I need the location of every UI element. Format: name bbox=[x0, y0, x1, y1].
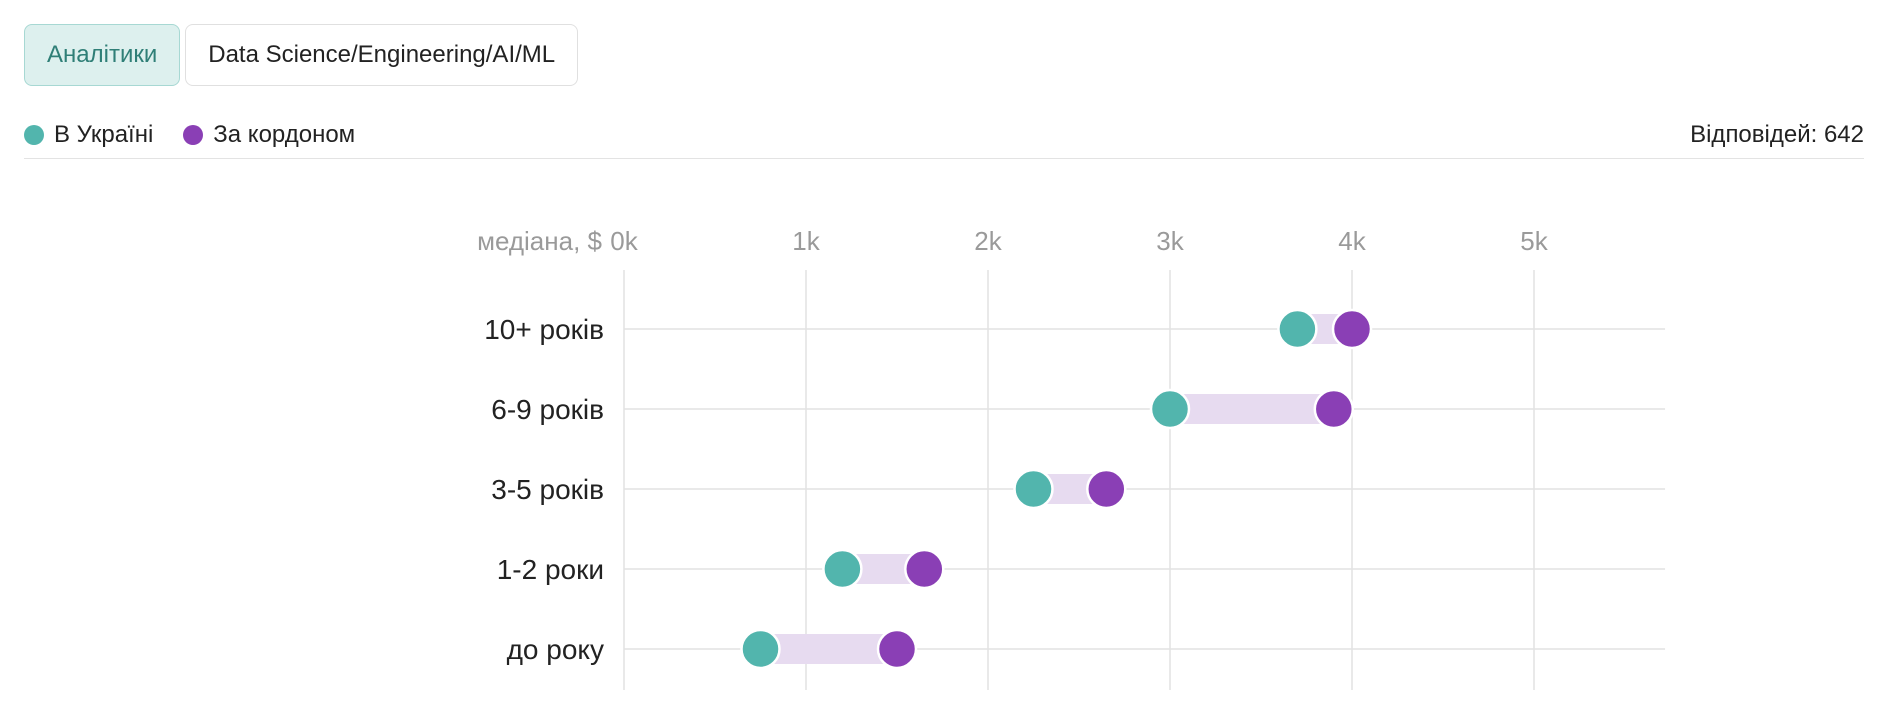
legend-dot-ukraine bbox=[24, 125, 44, 145]
legend-label-abroad: За кордоном bbox=[213, 121, 356, 148]
legend: В Україні За кордоном Відповідей: 642 bbox=[24, 115, 1864, 155]
x-tick-label: 3k bbox=[1156, 226, 1184, 256]
x-tick-label: 4k bbox=[1338, 226, 1366, 256]
point-abroad bbox=[904, 548, 945, 590]
responses-count: Відповідей: 642 bbox=[1690, 121, 1864, 148]
x-tick-label: 2k bbox=[974, 226, 1002, 256]
point-abroad bbox=[876, 628, 918, 670]
point-ukraine bbox=[1149, 388, 1191, 430]
point-ukraine bbox=[1013, 468, 1054, 510]
range-bar bbox=[760, 634, 897, 664]
point-abroad bbox=[1313, 388, 1355, 430]
category-label: 3-5 років bbox=[491, 474, 604, 505]
tab-analytics[interactable]: Аналітики bbox=[24, 24, 181, 86]
tab-bar: Аналітики Data Science/Engineering/AI/ML bbox=[24, 24, 579, 86]
point-abroad bbox=[1331, 308, 1373, 350]
legend-item-abroad[interactable]: За кордоном bbox=[183, 121, 355, 149]
point-ukraine bbox=[740, 628, 781, 670]
x-tick-label: 5k bbox=[1520, 226, 1548, 256]
x-tick-label: 0k bbox=[610, 226, 638, 256]
point-ukraine bbox=[1277, 308, 1318, 350]
category-label: до року bbox=[507, 634, 604, 665]
divider bbox=[24, 158, 1864, 159]
legend-item-ukraine[interactable]: В Україні bbox=[24, 121, 153, 149]
point-abroad bbox=[1086, 468, 1127, 510]
tab-data-science[interactable]: Data Science/Engineering/AI/ML bbox=[185, 24, 579, 86]
category-label: 10+ років bbox=[484, 314, 604, 345]
category-label: 1-2 роки bbox=[497, 554, 604, 585]
axis-prefix-label: медіана, $ bbox=[477, 226, 602, 256]
range-bar bbox=[1170, 394, 1334, 424]
legend-dot-abroad bbox=[183, 125, 204, 145]
category-label: 6-9 років bbox=[491, 394, 604, 425]
point-ukraine bbox=[822, 548, 863, 590]
legend-label-ukraine: В Україні bbox=[54, 121, 154, 148]
x-tick-label: 1k bbox=[792, 226, 820, 256]
